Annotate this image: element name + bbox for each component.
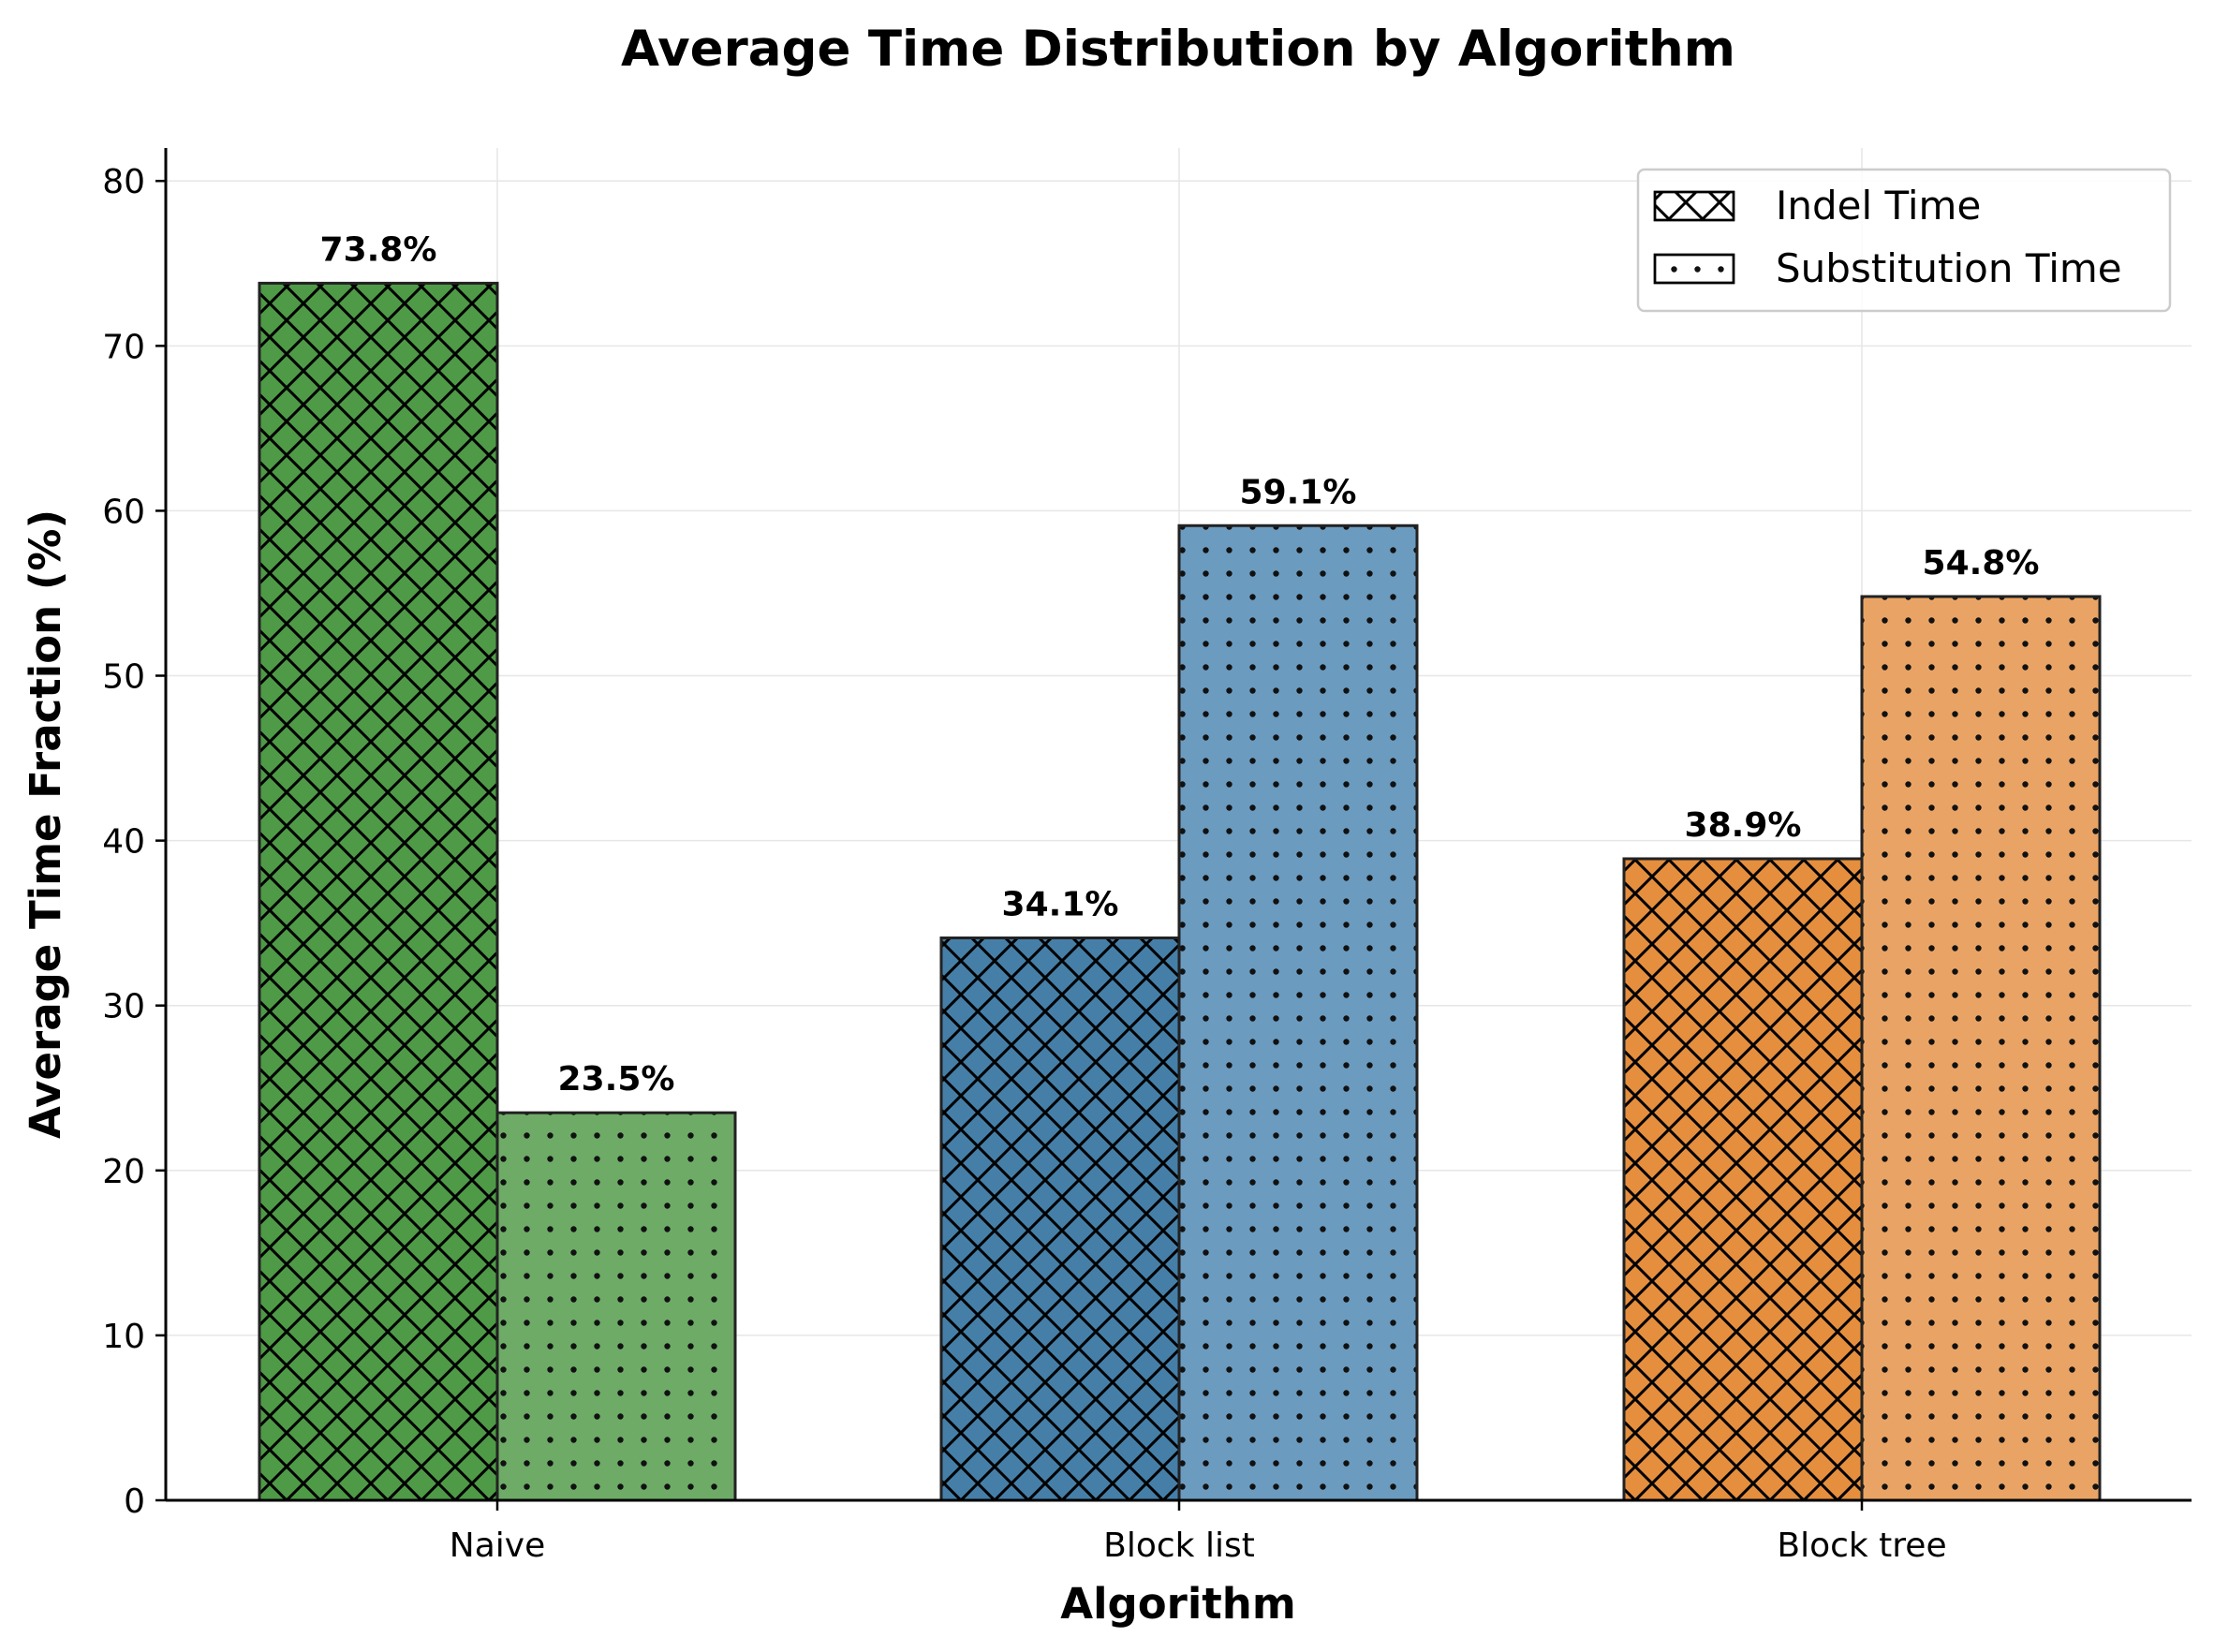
chart-title: Average Time Distribution by Algorithm: [621, 21, 1735, 78]
data-label: 73.8%: [320, 230, 437, 269]
y-tick-label: 0: [124, 1482, 145, 1521]
tick-labels: 0 10 20 30 40 50 60 70 80 Naive Block list Block tr…: [102, 163, 1946, 1565]
bar-substitution-hatch: [495, 1111, 737, 1502]
data-label: 54.8%: [1923, 544, 2040, 583]
legend: Indel Time Substitution Time: [1636, 168, 2172, 313]
x-axis-label: Algorithm: [1060, 1579, 1295, 1629]
bar-indel-hatch: [939, 937, 1181, 1502]
legend-label-indel: Indel Time: [1776, 183, 1981, 229]
y-tick-label: 60: [102, 493, 145, 531]
legend-label-substitution: Substitution Time: [1776, 245, 2122, 291]
bar-indel-hatch: [1622, 857, 1864, 1502]
bar-indel-hatch: [258, 281, 499, 1502]
data-labels: 73.8% 23.5% 34.1% 59.1% 38.9% 54.8%: [320, 230, 2040, 1099]
data-label: 38.9%: [1685, 806, 1802, 845]
legend-item-substitution: Substitution Time: [1653, 245, 2122, 291]
y-tick-label: 70: [102, 328, 145, 366]
legend-item-indel: Indel Time: [1653, 183, 1981, 229]
y-tick-label: 50: [102, 658, 145, 697]
y-tick-label: 10: [102, 1318, 145, 1356]
y-tick-label: 40: [102, 823, 145, 862]
bar-substitution-hatch: [1177, 524, 1419, 1502]
legend-swatch-indel-hatch: [1653, 190, 1735, 222]
y-tick-label: 80: [102, 163, 145, 201]
data-label: 59.1%: [1240, 473, 1357, 511]
y-axis-label: Average Time Fraction (%): [21, 509, 70, 1139]
bars: [258, 281, 2102, 1502]
x-tick-label: Block tree: [1777, 1527, 1946, 1565]
legend-swatch-substitution-hatch: [1653, 253, 1735, 285]
x-tick-label: Naive: [450, 1527, 545, 1565]
data-label: 23.5%: [558, 1060, 675, 1099]
legend-box: [1636, 168, 2172, 313]
y-tick-label: 30: [102, 988, 145, 1026]
data-label: 34.1%: [1002, 886, 1119, 924]
bar-substitution-hatch: [1860, 595, 2102, 1502]
x-tick-label: Block list: [1103, 1527, 1255, 1565]
y-tick-label: 20: [102, 1153, 145, 1191]
